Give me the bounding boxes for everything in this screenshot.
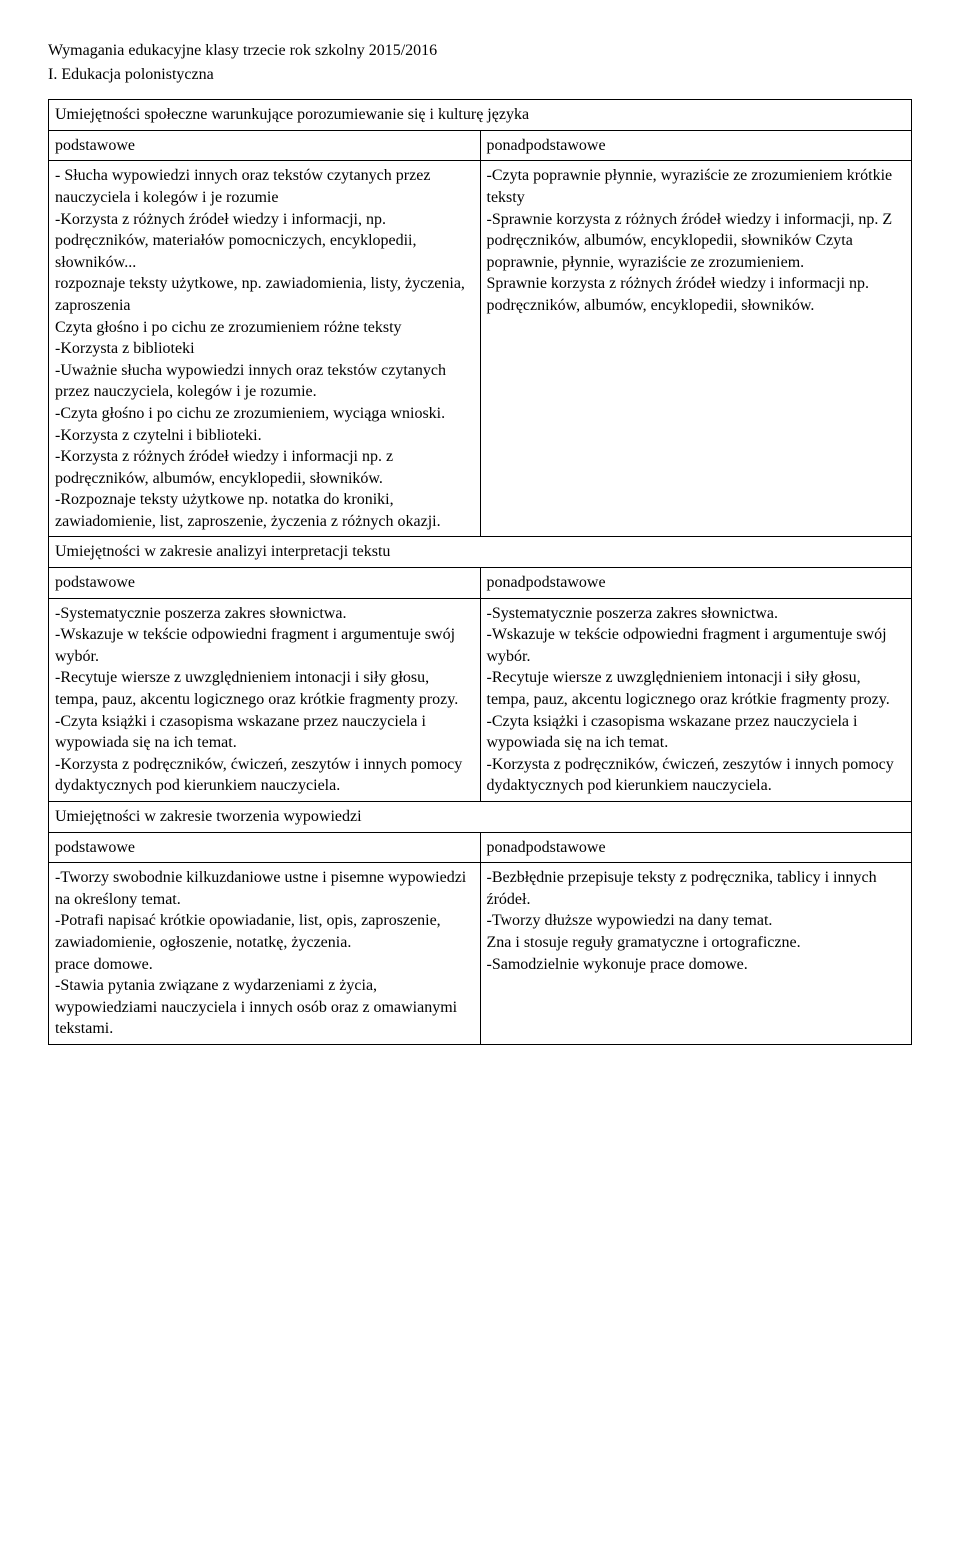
body-text: - Słucha wypowiedzi innych oraz tekstów … (55, 167, 465, 530)
cell-right: -Systematycznie poszerza zakres słownict… (480, 598, 912, 801)
requirements-table: Umiejętności społeczne warunkujące poroz… (48, 99, 912, 1045)
section-title: Umiejętności w zakresie analizyi interpr… (49, 537, 912, 568)
page-title-line-2: I. Edukacja polonistyczna (48, 64, 912, 86)
section-header-row: Umiejętności w zakresie analizyi interpr… (49, 537, 912, 568)
section-body-row: -Tworzy swobodnie kilkuzdaniowe ustne i … (49, 863, 912, 1045)
section-body-row: -Systematycznie poszerza zakres słownict… (49, 598, 912, 801)
section-title: Umiejętności społeczne warunkujące poroz… (49, 100, 912, 131)
section-header-row: Umiejętności w zakresie tworzenia wypowi… (49, 802, 912, 833)
column-label-right: ponadpodstawowe (480, 832, 912, 863)
column-label-right: ponadpodstawowe (480, 130, 912, 161)
cell-right: -Bezbłędnie przepisuje teksty z podręczn… (480, 863, 912, 1045)
body-text: -Systematycznie poszerza zakres słownict… (55, 605, 462, 795)
column-label-left: podstawowe (49, 568, 481, 599)
body-text: -Systematycznie poszerza zakres słownict… (487, 605, 894, 795)
body-text: -Czyta poprawnie płynnie, wyraziście ze … (487, 167, 893, 314)
section-labels-row: podstawowe ponadpodstawowe (49, 130, 912, 161)
cell-right: -Czyta poprawnie płynnie, wyraziście ze … (480, 161, 912, 537)
section-labels-row: podstawowe ponadpodstawowe (49, 832, 912, 863)
body-text: -Tworzy swobodnie kilkuzdaniowe ustne i … (55, 869, 466, 1037)
section-header-row: Umiejętności społeczne warunkujące poroz… (49, 100, 912, 131)
page-title-line-1: Wymagania edukacyjne klasy trzecie rok s… (48, 40, 912, 62)
column-label-right: ponadpodstawowe (480, 568, 912, 599)
cell-left: -Systematycznie poszerza zakres słownict… (49, 598, 481, 801)
cell-left: - Słucha wypowiedzi innych oraz tekstów … (49, 161, 481, 537)
column-label-left: podstawowe (49, 130, 481, 161)
section-body-row: - Słucha wypowiedzi innych oraz tekstów … (49, 161, 912, 537)
column-label-left: podstawowe (49, 832, 481, 863)
section-labels-row: podstawowe ponadpodstawowe (49, 568, 912, 599)
body-text: -Bezbłędnie przepisuje teksty z podręczn… (487, 869, 877, 972)
cell-left: -Tworzy swobodnie kilkuzdaniowe ustne i … (49, 863, 481, 1045)
section-title: Umiejętności w zakresie tworzenia wypowi… (49, 802, 912, 833)
